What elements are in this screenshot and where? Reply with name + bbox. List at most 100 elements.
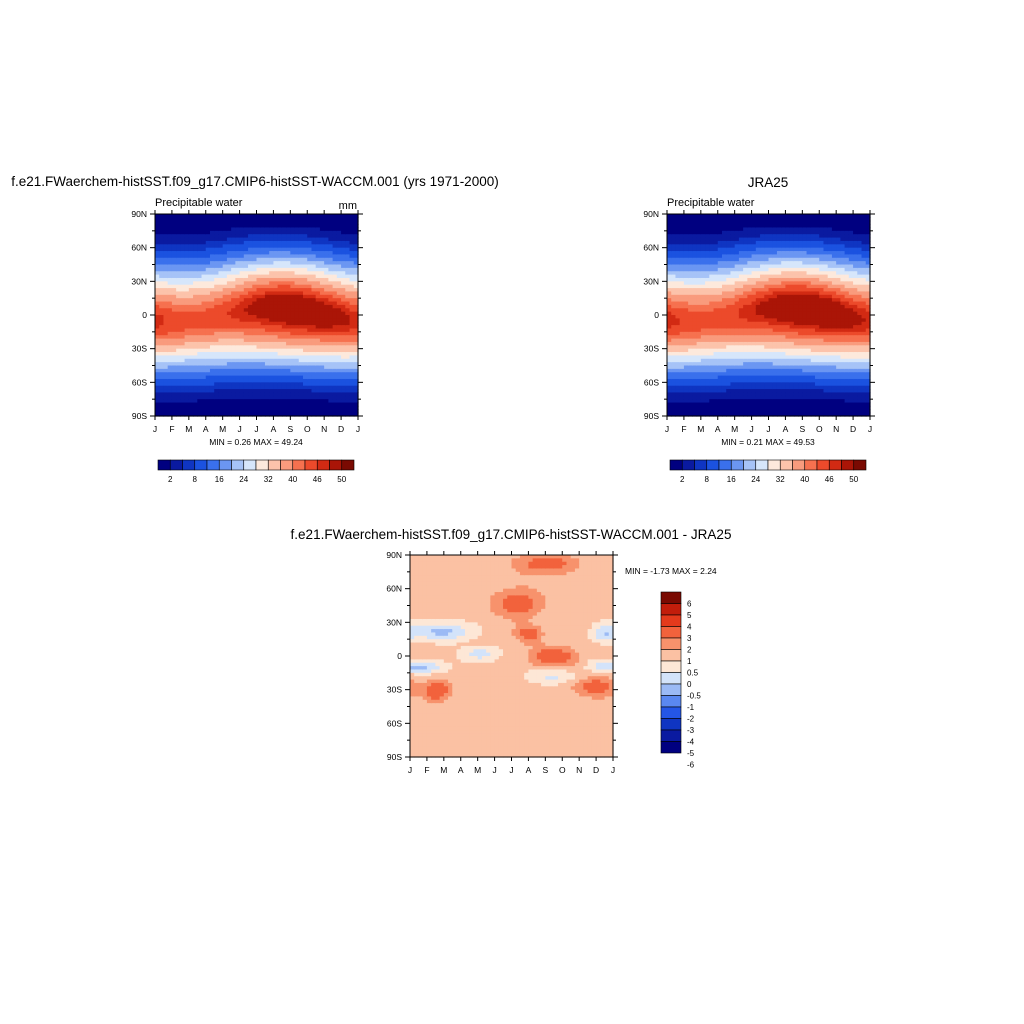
- model-contour-cell: [353, 352, 359, 356]
- obs-contour-cell: [776, 385, 782, 390]
- obs-contour-cell: [692, 392, 698, 397]
- model-contour-cell: [353, 284, 359, 289]
- obs-contour-cell: [734, 315, 740, 319]
- model-contour-cell: [353, 385, 359, 390]
- obs-contour-cell: [764, 251, 770, 255]
- model-contour-cell: [307, 237, 313, 242]
- obs-contour-cell: [696, 368, 702, 373]
- model-contour-cell: [243, 395, 249, 400]
- model-contour-cell: [328, 405, 334, 410]
- obs-contour-cell: [743, 389, 748, 394]
- model-contour-cell: [235, 264, 241, 269]
- obs-contour-cell: [705, 267, 710, 272]
- model-contour-cell: [277, 311, 283, 316]
- obs-contour-cell: [683, 348, 689, 353]
- model-contour-cell: [307, 405, 313, 410]
- obs-contour-cell: [768, 308, 774, 313]
- obs-contour-cell: [789, 214, 795, 218]
- model-contour-cell: [286, 257, 291, 262]
- obs-contour-cell: [671, 378, 677, 383]
- obs-contour-cell: [751, 368, 757, 373]
- obs-contour-cell: [700, 412, 706, 417]
- obs-contour-cell: [726, 405, 732, 410]
- model-contour-cell: [315, 291, 321, 296]
- model-contour-cell: [226, 378, 232, 383]
- model-contour-cell: [307, 254, 313, 259]
- obs-contour-cell: [667, 267, 672, 272]
- model-contour-cell: [353, 321, 359, 326]
- model-contour-cell: [315, 277, 321, 282]
- obs-contour-cell: [776, 328, 782, 333]
- model-contour-cell: [214, 325, 220, 330]
- obs-contour-cell: [717, 385, 723, 390]
- model-contour-cell: [184, 294, 190, 299]
- model-contour-cell: [243, 362, 249, 367]
- model-contour-cell: [193, 257, 198, 262]
- model-contour-cell: [311, 395, 317, 400]
- obs-contour-cell: [751, 234, 757, 239]
- model-contour-cell: [239, 315, 245, 319]
- model-contour-cell: [235, 335, 241, 340]
- model-contour-cell: [180, 224, 186, 229]
- obs-contour-cell: [696, 348, 702, 353]
- model-contour-cell: [226, 281, 232, 286]
- model-contour-cell: [218, 338, 224, 343]
- model-contour-cell: [294, 220, 300, 225]
- model-contour-cell: [167, 271, 173, 276]
- model-contour-cell: [214, 385, 220, 390]
- model-contour-cell: [239, 220, 245, 225]
- obs-contour-cell: [768, 214, 774, 218]
- obs-contour-cell: [772, 254, 778, 259]
- model-contour-cell: [184, 389, 190, 394]
- model-contour-cell: [315, 328, 321, 333]
- model-contour-cell: [218, 304, 224, 309]
- model-contour-cell: [201, 372, 207, 377]
- obs-contour-cell: [721, 341, 727, 346]
- obs-contour-cell: [798, 284, 803, 289]
- model-contour-cell: [286, 355, 291, 360]
- model-contour-cell: [260, 355, 266, 360]
- obs-contour-cell: [713, 325, 719, 330]
- model-contour-cell: [353, 348, 359, 353]
- model-contour-cell: [294, 315, 300, 319]
- obs-contour-cell: [692, 331, 698, 336]
- model-contour-cell: [235, 345, 241, 350]
- obs-contour-cell: [776, 251, 782, 255]
- obs-contour-cell: [696, 412, 702, 417]
- model-contour-cell: [243, 247, 249, 252]
- model-contour-cell: [260, 308, 266, 313]
- obs-contour-cell: [772, 271, 778, 276]
- obs-contour-cell: [768, 281, 774, 286]
- model-contour-cell: [281, 247, 287, 252]
- model-contour-cell: [176, 267, 181, 272]
- obs-contour-cell: [683, 315, 689, 319]
- model-contour-cell: [256, 321, 262, 326]
- model-contour-cell: [209, 365, 215, 370]
- model-contour-cell: [197, 294, 203, 299]
- model-contour-cell: [231, 375, 236, 380]
- obs-contour-cell: [671, 385, 677, 390]
- obs-contour-cell: [730, 237, 736, 242]
- obs-contour-cell: [734, 247, 740, 252]
- obs-contour-cell: [692, 355, 698, 360]
- obs-contour-cell: [688, 244, 693, 249]
- model-contour-cell: [180, 405, 186, 410]
- obs-contour-cell: [747, 281, 753, 286]
- obs-contour-cell: [751, 378, 757, 383]
- model-contour-cell: [341, 335, 346, 340]
- obs-contour-cell: [730, 318, 736, 323]
- model-contour-cell: [248, 267, 253, 272]
- model-contour-cell: [159, 224, 165, 229]
- obs-contour-cell: [781, 224, 787, 229]
- obs-contour-cell: [755, 395, 761, 400]
- obs-contour-cell: [688, 352, 693, 356]
- obs-contour-cell: [675, 271, 681, 276]
- model-contour-cell: [319, 355, 325, 360]
- model-contour-cell: [281, 264, 287, 269]
- model-contour-cell: [311, 315, 317, 319]
- model-contour-cell: [303, 271, 308, 276]
- model-contour-cell: [319, 304, 325, 309]
- model-contour-cell: [171, 264, 177, 269]
- obs-contour-cell: [806, 264, 812, 269]
- model-contour-cell: [248, 368, 253, 373]
